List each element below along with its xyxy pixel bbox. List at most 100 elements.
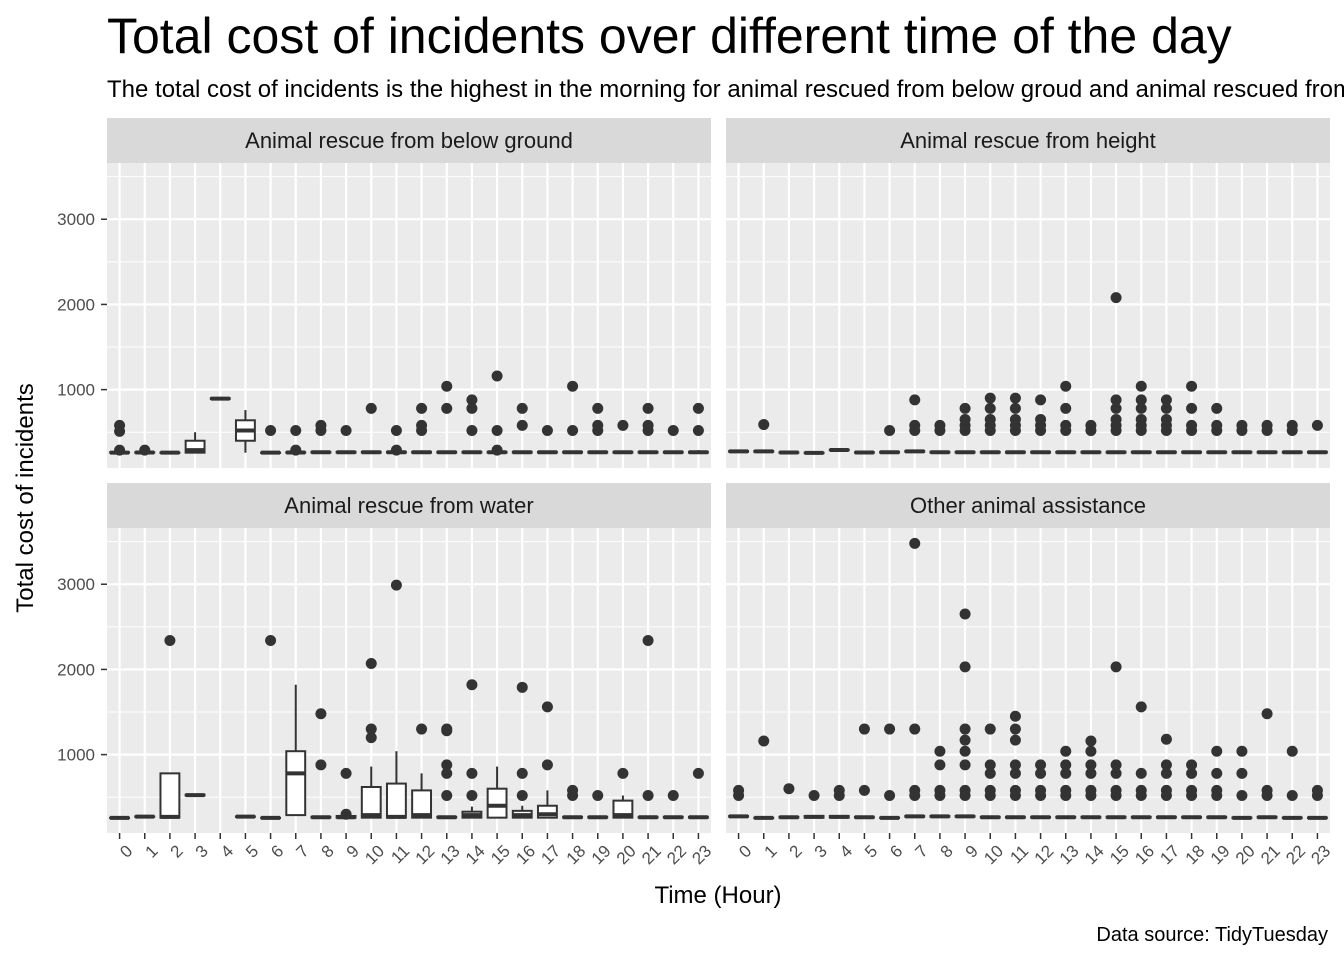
box-hour-15 <box>1105 292 1127 455</box>
box-hour-12 <box>1030 394 1052 455</box>
box-hour-6 <box>260 634 282 820</box>
x-tick-label: 15 <box>1106 841 1133 868</box>
box-hour-3 <box>184 432 206 454</box>
outlier-point <box>1160 759 1172 771</box>
outlier-point <box>1085 745 1097 757</box>
box-iqr <box>285 750 307 817</box>
outlier-point <box>984 784 996 796</box>
box-hour-0 <box>728 449 750 454</box>
outlier-point <box>884 723 896 735</box>
chart-title: Total cost of incidents over different t… <box>107 8 1232 64</box>
outlier-point <box>1160 767 1172 779</box>
y-tick-label: 3000 <box>57 575 95 594</box>
box-hour-9 <box>954 402 976 455</box>
outlier-point <box>592 419 604 431</box>
outlier-point <box>1110 292 1122 304</box>
box-hour-2 <box>159 450 181 455</box>
box-hour-18 <box>562 380 584 455</box>
outlier-point <box>466 767 478 779</box>
box-hour-13 <box>1055 380 1077 455</box>
box-hour-0 <box>109 815 131 820</box>
outlier-point <box>1009 767 1021 779</box>
box-hour-8 <box>310 419 332 455</box>
outlier-point <box>567 784 579 796</box>
outlier-point <box>1085 419 1097 431</box>
box-hour-21 <box>1256 708 1278 820</box>
box-hour-7 <box>904 537 926 819</box>
outlier-point <box>984 723 996 735</box>
box-hour-7 <box>285 684 307 817</box>
box-hour-21 <box>1256 419 1278 455</box>
outlier-point <box>1085 767 1097 779</box>
outlier-point <box>642 790 654 802</box>
outlier-point <box>1009 402 1021 414</box>
outlier-point <box>541 425 553 437</box>
outlier-point <box>1160 733 1172 745</box>
box-iqr <box>159 772 181 819</box>
outlier-point <box>1035 413 1047 425</box>
outlier-point <box>516 681 528 693</box>
x-tick-label: 6 <box>886 841 906 861</box>
x-tick-label: 4 <box>217 841 237 861</box>
box-hour-20 <box>612 419 634 455</box>
outlier-point <box>1211 784 1223 796</box>
box-hour-23 <box>687 767 709 820</box>
outlier-point <box>1160 784 1172 796</box>
outlier-point <box>1009 784 1021 796</box>
outlier-point <box>1186 767 1198 779</box>
box-hour-17 <box>1155 733 1177 820</box>
outlier-point <box>1236 790 1248 802</box>
outlier-point <box>692 402 704 414</box>
box-hour-15 <box>1105 661 1127 820</box>
outlier-point <box>1236 419 1248 431</box>
chart-subtitle: The total cost of incidents is the highe… <box>107 76 1344 103</box>
box-hour-14 <box>1080 735 1102 820</box>
box-hour-16 <box>1130 380 1152 455</box>
outlier-point <box>365 402 377 414</box>
x-tick-label: 3 <box>192 841 212 861</box>
outlier-point <box>265 634 277 646</box>
box-hour-12 <box>411 402 433 455</box>
x-tick-label: 1 <box>141 841 161 861</box>
outlier-point <box>466 394 478 406</box>
outlier-point <box>1060 402 1072 414</box>
outlier-point <box>1160 394 1172 406</box>
box-hour-2 <box>778 450 800 455</box>
box-hour-12 <box>1030 759 1052 820</box>
box-hour-16 <box>511 402 533 455</box>
outlier-point <box>1186 784 1198 796</box>
outlier-point <box>959 784 971 796</box>
outlier-point <box>758 419 770 431</box>
box-hour-10 <box>979 723 1001 820</box>
box-hour-4 <box>828 447 850 452</box>
box-hour-5 <box>234 814 256 819</box>
facet-grid: Animal rescue from below ground100020003… <box>57 118 1334 868</box>
box-hour-2 <box>159 634 181 819</box>
outlier-point <box>1009 413 1021 425</box>
outlier-point <box>959 413 971 425</box>
outlier-point <box>617 419 629 431</box>
outlier-point <box>491 370 503 382</box>
outlier-point <box>290 444 302 456</box>
box-iqr <box>536 804 558 819</box>
box-hour-10 <box>979 392 1001 455</box>
outlier-point <box>315 419 327 431</box>
outlier-point <box>390 579 402 591</box>
facet-strip-label: Other animal assistance <box>910 493 1146 518</box>
x-tick-label: 23 <box>1307 841 1334 868</box>
box-hour-21 <box>637 634 659 820</box>
outlier-point <box>642 402 654 414</box>
outlier-point <box>1186 759 1198 771</box>
x-tick-label: 21 <box>1257 841 1284 868</box>
box-hour-5 <box>853 723 875 820</box>
box-hour-20 <box>612 767 634 819</box>
y-tick-label: 1000 <box>57 746 95 765</box>
x-tick-label: 11 <box>1006 841 1032 867</box>
outlier-point <box>541 701 553 713</box>
outlier-point <box>959 608 971 620</box>
x-tick-label: 15 <box>487 841 514 868</box>
x-tick-label: 6 <box>267 841 287 861</box>
x-tick-label: 3 <box>811 841 831 861</box>
x-tick-label: 17 <box>537 841 564 868</box>
